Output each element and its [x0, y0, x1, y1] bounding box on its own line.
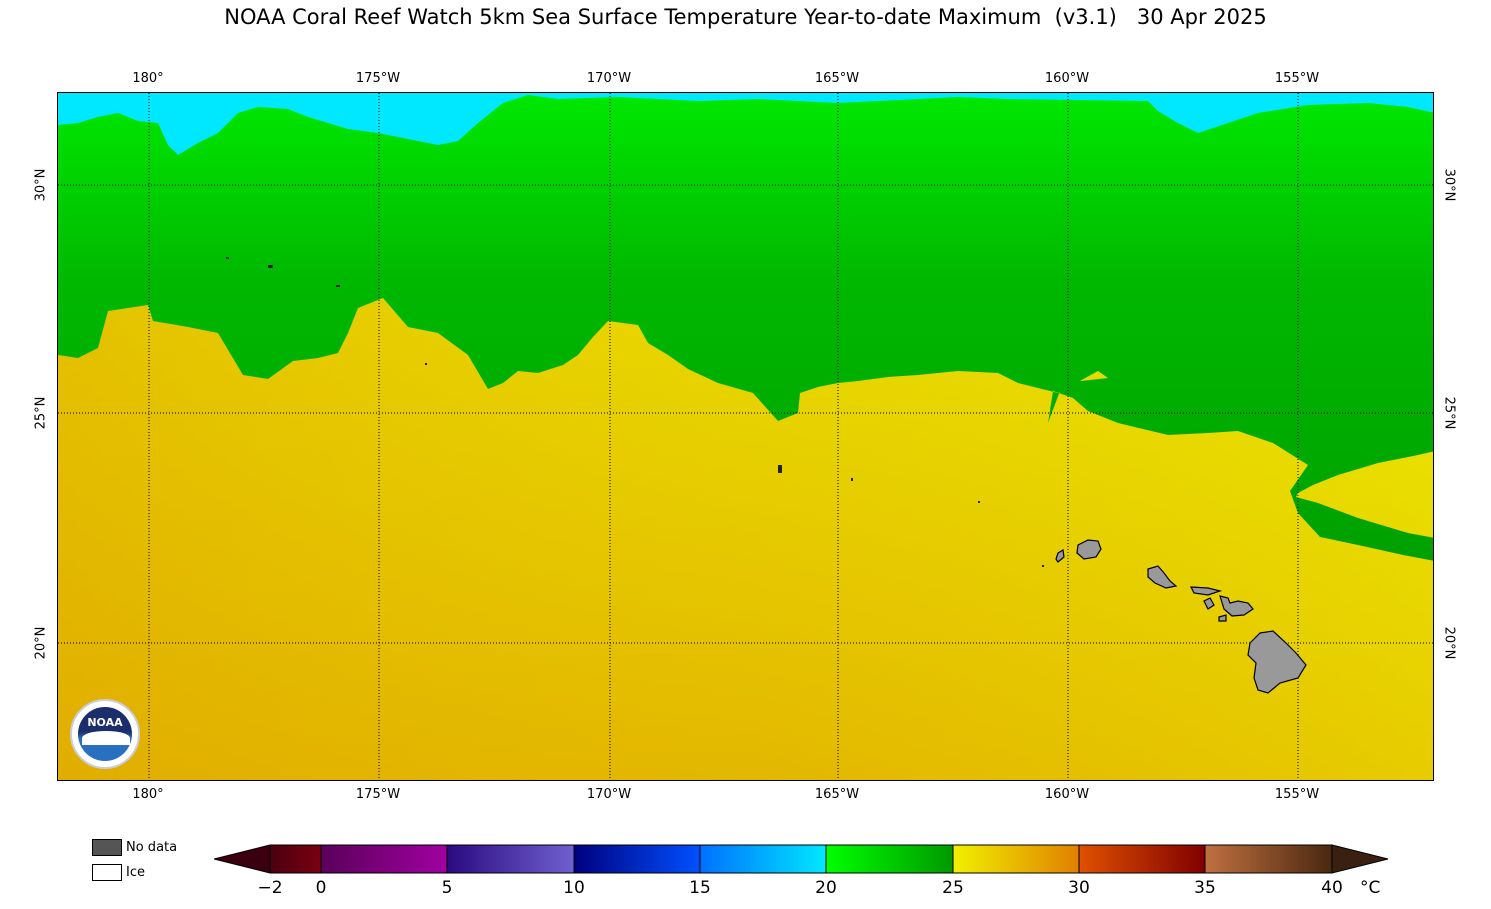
noaa-logo: NOAA [70, 699, 140, 769]
map-title: NOAA Coral Reef Watch 5km Sea Surface Te… [224, 5, 1267, 29]
island-kauai [1076, 539, 1102, 560]
colorbar-tick: 10 [563, 878, 585, 898]
colorbar-low-extension [214, 844, 271, 874]
colorbar-seg-25-30 [952, 844, 1080, 874]
lat-label-30n-right: 30°N [1441, 168, 1457, 202]
small-islands [226, 257, 1044, 567]
sst-map-canvas [58, 93, 1433, 780]
colorbar-tick: 25 [942, 878, 964, 898]
lat-label-25n: 25°N [33, 396, 49, 430]
lat-label-20n: 20°N [33, 626, 49, 660]
colorbar-seg-15-20 [699, 844, 827, 874]
lon-label-160w: 160°W [1044, 71, 1090, 86]
ice-swatch [92, 864, 122, 881]
lon-label-155w-bottom: 155°W [1274, 787, 1320, 802]
lat-label-25n-right: 25°N [1441, 396, 1457, 430]
colorbar-tick: 15 [689, 878, 711, 898]
lon-label-180-bottom: 180° [132, 787, 164, 802]
colorbar-tick: 30 [1068, 878, 1090, 898]
lon-label-170w: 170°W [586, 71, 632, 86]
graticule [58, 93, 1433, 780]
colorbar-tick: 35 [1194, 878, 1216, 898]
island-lanai [1203, 597, 1215, 610]
colorbar-tick: −2 [257, 878, 283, 898]
colorbar-seg-20-25 [825, 844, 954, 874]
island-kahoolawe [1218, 614, 1227, 622]
colorbar-unit: °C [1360, 878, 1381, 898]
colorbar-seg-lt0 [269, 844, 322, 874]
lon-label-155w: 155°W [1274, 71, 1320, 86]
no-data-label: No data [126, 840, 178, 855]
cool-water-region [58, 93, 1433, 561]
lon-label-175w-bottom: 175°W [355, 787, 401, 802]
colorbar-seg-5-10 [446, 844, 575, 874]
colorbar-seg-30-35 [1078, 844, 1206, 874]
colorbar-tick: 0 [315, 878, 327, 898]
ice-label: Ice [126, 865, 145, 880]
colorbar-seg-35-40 [1204, 844, 1333, 874]
colorbar-tick: 5 [441, 878, 453, 898]
lon-label-175w: 175°W [355, 71, 401, 86]
colorbar-tick: 40 [1321, 878, 1343, 898]
lat-label-20n-right: 20°N [1441, 626, 1457, 660]
sst-map[interactable]: NOAA [57, 92, 1434, 781]
lon-label-165w: 165°W [814, 71, 860, 86]
island-hawaii [1247, 630, 1307, 694]
colorbar-tick: 20 [815, 878, 837, 898]
lat-label-30n: 30°N [33, 168, 49, 202]
noaa-logo-text: NOAA [87, 716, 123, 729]
lon-label-165w-bottom: 165°W [814, 787, 860, 802]
island-niihau [1055, 549, 1065, 563]
hawaiian-islands [1055, 539, 1307, 694]
island-oahu [1147, 565, 1178, 589]
colorbar-seg-10-15 [573, 844, 701, 874]
no-data-swatch [92, 839, 122, 856]
island-molokai [1189, 586, 1223, 596]
lon-label-180: 180° [132, 71, 164, 86]
island-maui [1219, 595, 1254, 617]
cold-water-region [58, 93, 1433, 155]
lon-label-160w-bottom: 160°W [1044, 787, 1090, 802]
colorbar [214, 844, 1389, 874]
lon-label-170w-bottom: 170°W [586, 787, 632, 802]
colorbar-seg-0-5 [320, 844, 448, 874]
colorbar-high-extension [1331, 844, 1389, 874]
